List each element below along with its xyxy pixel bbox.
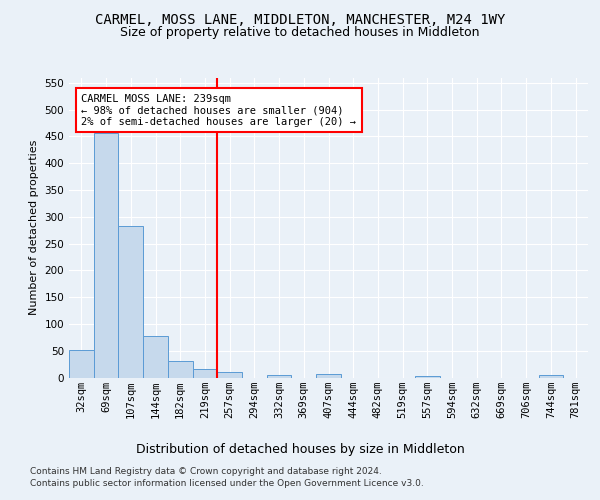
- Bar: [118, 226, 143, 378]
- Bar: [193, 370, 217, 378]
- Text: CARMEL, MOSS LANE, MIDDLETON, MANCHESTER, M24 1WY: CARMEL, MOSS LANE, MIDDLETON, MANCHESTER…: [95, 12, 505, 26]
- Bar: [267, 375, 292, 378]
- Bar: [539, 376, 563, 378]
- Y-axis label: Number of detached properties: Number of detached properties: [29, 140, 39, 315]
- Bar: [143, 336, 168, 378]
- Text: Distribution of detached houses by size in Middleton: Distribution of detached houses by size …: [136, 442, 464, 456]
- Bar: [168, 362, 193, 378]
- Bar: [217, 372, 242, 378]
- Text: CARMEL MOSS LANE: 239sqm
← 98% of detached houses are smaller (904)
2% of semi-d: CARMEL MOSS LANE: 239sqm ← 98% of detach…: [82, 94, 356, 127]
- Bar: [415, 376, 440, 378]
- Bar: [69, 350, 94, 378]
- Text: Contains HM Land Registry data © Crown copyright and database right 2024.: Contains HM Land Registry data © Crown c…: [30, 468, 382, 476]
- Text: Contains public sector information licensed under the Open Government Licence v3: Contains public sector information licen…: [30, 479, 424, 488]
- Bar: [94, 132, 118, 378]
- Bar: [316, 374, 341, 378]
- Text: Size of property relative to detached houses in Middleton: Size of property relative to detached ho…: [120, 26, 480, 39]
